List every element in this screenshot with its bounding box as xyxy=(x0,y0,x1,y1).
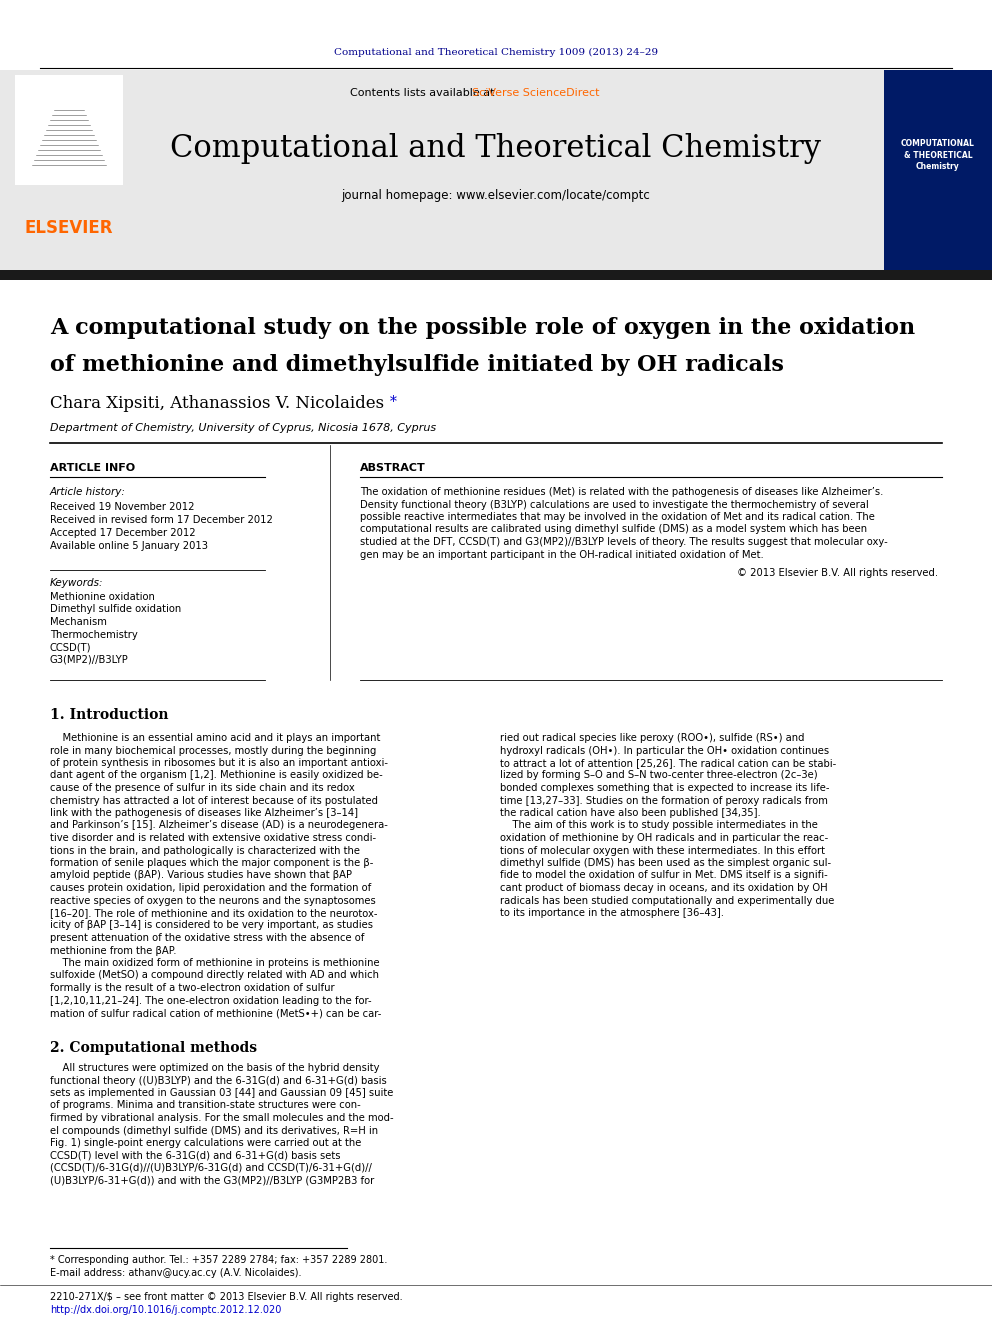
Text: Chara Xipsiti, Athanassios V. Nicolaides: Chara Xipsiti, Athanassios V. Nicolaides xyxy=(50,396,390,413)
Text: the radical cation have also been published [34,35].: the radical cation have also been publis… xyxy=(500,808,761,818)
Text: CCSD(T) level with the 6-31G(d) and 6-31+G(d) basis sets: CCSD(T) level with the 6-31G(d) and 6-31… xyxy=(50,1151,340,1160)
FancyBboxPatch shape xyxy=(15,75,123,185)
Text: of methionine and dimethylsulfide initiated by OH radicals: of methionine and dimethylsulfide initia… xyxy=(50,355,784,376)
Text: Fig. 1) single-point energy calculations were carried out at the: Fig. 1) single-point energy calculations… xyxy=(50,1138,361,1148)
Text: Available online 5 January 2013: Available online 5 January 2013 xyxy=(50,541,208,550)
Text: to attract a lot of attention [25,26]. The radical cation can be stabi-: to attract a lot of attention [25,26]. T… xyxy=(500,758,836,767)
Text: sets as implemented in Gaussian 03 [44] and Gaussian 09 [45] suite: sets as implemented in Gaussian 03 [44] … xyxy=(50,1088,394,1098)
Text: [16–20]. The role of methionine and its oxidation to the neurotox-: [16–20]. The role of methionine and its … xyxy=(50,908,378,918)
FancyBboxPatch shape xyxy=(0,70,992,273)
Text: ABSTRACT: ABSTRACT xyxy=(360,463,426,474)
Text: All structures were optimized on the basis of the hybrid density: All structures were optimized on the bas… xyxy=(50,1062,380,1073)
Text: studied at the DFT, CCSD(T) and G3(MP2)//B3LYP levels of theory. The results sug: studied at the DFT, CCSD(T) and G3(MP2)/… xyxy=(360,537,888,546)
Text: link with the pathogenesis of diseases like Alzheimer’s [3–14]: link with the pathogenesis of diseases l… xyxy=(50,808,358,818)
Text: 1. Introduction: 1. Introduction xyxy=(50,708,169,722)
Text: Keywords:: Keywords: xyxy=(50,578,103,587)
Text: formation of senile plaques which the major component is the β-: formation of senile plaques which the ma… xyxy=(50,859,373,868)
Text: el compounds (dimethyl sulfide (DMS) and its derivatives, R=H in: el compounds (dimethyl sulfide (DMS) and… xyxy=(50,1126,378,1135)
Text: A computational study on the possible role of oxygen in the oxidation: A computational study on the possible ro… xyxy=(50,318,916,339)
Text: Computational and Theoretical Chemistry 1009 (2013) 24–29: Computational and Theoretical Chemistry … xyxy=(334,48,658,57)
Text: formally is the result of a two-electron oxidation of sulfur: formally is the result of a two-electron… xyxy=(50,983,334,994)
Text: SciVerse ScienceDirect: SciVerse ScienceDirect xyxy=(472,89,599,98)
Text: Received in revised form 17 December 2012: Received in revised form 17 December 201… xyxy=(50,515,273,525)
Text: The main oxidized form of methionine in proteins is methionine: The main oxidized form of methionine in … xyxy=(50,958,380,968)
Text: of protein synthesis in ribosomes but it is also an important antioxi-: of protein synthesis in ribosomes but it… xyxy=(50,758,388,767)
Text: firmed by vibrational analysis. For the small molecules and the mod-: firmed by vibrational analysis. For the … xyxy=(50,1113,394,1123)
Text: The oxidation of methionine residues (Met) is related with the pathogenesis of d: The oxidation of methionine residues (Me… xyxy=(360,487,883,497)
Text: CCSD(T): CCSD(T) xyxy=(50,642,91,652)
Text: 2210-271X/$ – see front matter © 2013 Elsevier B.V. All rights reserved.: 2210-271X/$ – see front matter © 2013 El… xyxy=(50,1293,403,1302)
Text: to its importance in the atmosphere [36–43].: to its importance in the atmosphere [36–… xyxy=(500,908,724,918)
Text: functional theory ((U)B3LYP) and the 6-31G(d) and 6-31+G(d) basis: functional theory ((U)B3LYP) and the 6-3… xyxy=(50,1076,387,1085)
Text: [1,2,10,11,21–24]. The one-electron oxidation leading to the for-: [1,2,10,11,21–24]. The one-electron oxid… xyxy=(50,995,372,1005)
Text: ried out radical species like peroxy (ROO•), sulfide (RS•) and: ried out radical species like peroxy (RO… xyxy=(500,733,805,744)
Text: 2. Computational methods: 2. Computational methods xyxy=(50,1041,257,1054)
Text: Accepted 17 December 2012: Accepted 17 December 2012 xyxy=(50,528,195,538)
Text: of programs. Minima and transition-state structures were con-: of programs. Minima and transition-state… xyxy=(50,1101,361,1110)
Text: Methionine is an essential amino acid and it plays an important: Methionine is an essential amino acid an… xyxy=(50,733,380,744)
Text: Density functional theory (B3LYP) calculations are used to investigate the therm: Density functional theory (B3LYP) calcul… xyxy=(360,500,869,509)
Text: sulfoxide (MetSO) a compound directly related with AD and which: sulfoxide (MetSO) a compound directly re… xyxy=(50,971,379,980)
Text: Computational and Theoretical Chemistry: Computational and Theoretical Chemistry xyxy=(171,132,821,164)
Text: gen may be an important participant in the OH-radical initiated oxidation of Met: gen may be an important participant in t… xyxy=(360,549,764,560)
Text: tive disorder and is related with extensive oxidative stress condi-: tive disorder and is related with extens… xyxy=(50,833,376,843)
Text: role in many biochemical processes, mostly during the beginning: role in many biochemical processes, most… xyxy=(50,745,376,755)
Text: dant agent of the organism [1,2]. Methionine is easily oxidized be-: dant agent of the organism [1,2]. Methio… xyxy=(50,770,383,781)
Text: mation of sulfur radical cation of methionine (MetS•+) can be car-: mation of sulfur radical cation of methi… xyxy=(50,1008,381,1017)
Text: (U)B3LYP/6-31+G(d)) and with the G3(MP2)//B3LYP (G3MP2B3 for: (U)B3LYP/6-31+G(d)) and with the G3(MP2)… xyxy=(50,1176,374,1185)
Text: http://dx.doi.org/10.1016/j.comptc.2012.12.020: http://dx.doi.org/10.1016/j.comptc.2012.… xyxy=(50,1304,282,1315)
Text: radicals has been studied computationally and experimentally due: radicals has been studied computationall… xyxy=(500,896,834,905)
Text: reactive species of oxygen to the neurons and the synaptosomes: reactive species of oxygen to the neuron… xyxy=(50,896,376,905)
Text: Received 19 November 2012: Received 19 November 2012 xyxy=(50,501,194,512)
Text: tions of molecular oxygen with these intermediates. In this effort: tions of molecular oxygen with these int… xyxy=(500,845,825,856)
Text: COMPUTATIONAL
& THEORETICAL
Chemistry: COMPUTATIONAL & THEORETICAL Chemistry xyxy=(901,139,975,171)
Text: Thermochemistry: Thermochemistry xyxy=(50,630,138,639)
Text: icity of βAP [3–14] is considered to be very important, as studies: icity of βAP [3–14] is considered to be … xyxy=(50,921,373,930)
Text: Mechanism: Mechanism xyxy=(50,617,107,627)
Text: chemistry has attracted a lot of interest because of its postulated: chemistry has attracted a lot of interes… xyxy=(50,795,378,806)
Text: *: * xyxy=(390,396,397,409)
Text: Article history:: Article history: xyxy=(50,487,126,497)
FancyBboxPatch shape xyxy=(884,70,992,273)
Text: cant product of biomass decay in oceans, and its oxidation by OH: cant product of biomass decay in oceans,… xyxy=(500,882,827,893)
Text: ARTICLE INFO: ARTICLE INFO xyxy=(50,463,135,474)
Text: cause of the presence of sulfur in its side chain and its redox: cause of the presence of sulfur in its s… xyxy=(50,783,355,792)
Text: oxidation of methionine by OH radicals and in particular the reac-: oxidation of methionine by OH radicals a… xyxy=(500,833,828,843)
Text: amyloid peptide (βAP). Various studies have shown that βAP: amyloid peptide (βAP). Various studies h… xyxy=(50,871,352,881)
Text: * Corresponding author. Tel.: +357 2289 2784; fax: +357 2289 2801.: * Corresponding author. Tel.: +357 2289 … xyxy=(50,1256,387,1265)
Text: E-mail address: athanv@ucy.ac.cy (A.V. Nicolaides).: E-mail address: athanv@ucy.ac.cy (A.V. N… xyxy=(50,1267,302,1278)
Text: dimethyl sulfide (DMS) has been used as the simplest organic sul-: dimethyl sulfide (DMS) has been used as … xyxy=(500,859,831,868)
Text: © 2013 Elsevier B.V. All rights reserved.: © 2013 Elsevier B.V. All rights reserved… xyxy=(737,568,938,578)
Text: Dimethyl sulfide oxidation: Dimethyl sulfide oxidation xyxy=(50,605,182,614)
Text: methionine from the βAP.: methionine from the βAP. xyxy=(50,946,177,955)
FancyBboxPatch shape xyxy=(0,270,992,280)
Text: Methionine oxidation: Methionine oxidation xyxy=(50,591,155,602)
Text: causes protein oxidation, lipid peroxidation and the formation of: causes protein oxidation, lipid peroxida… xyxy=(50,882,371,893)
Text: G3(MP2)//B3LYP: G3(MP2)//B3LYP xyxy=(50,655,129,664)
Text: computational results are calibrated using dimethyl sulfide (DMS) as a model sys: computational results are calibrated usi… xyxy=(360,524,867,534)
Text: tions in the brain, and pathologically is characterized with the: tions in the brain, and pathologically i… xyxy=(50,845,360,856)
Text: Contents lists available at: Contents lists available at xyxy=(350,89,498,98)
Text: present attenuation of the oxidative stress with the absence of: present attenuation of the oxidative str… xyxy=(50,933,364,943)
Text: and Parkinson’s [15]. Alzheimer’s disease (AD) is a neurodegenera-: and Parkinson’s [15]. Alzheimer’s diseas… xyxy=(50,820,388,831)
Text: The aim of this work is to study possible intermediates in the: The aim of this work is to study possibl… xyxy=(500,820,817,831)
Text: (CCSD(T)/6-31G(d)//(U)B3LYP/6-31G(d) and CCSD(T)/6-31+G(d)//: (CCSD(T)/6-31G(d)//(U)B3LYP/6-31G(d) and… xyxy=(50,1163,372,1174)
Text: lized by forming S–O and S–N two-center three-electron (2c–3e): lized by forming S–O and S–N two-center … xyxy=(500,770,817,781)
Text: possible reactive intermediates that may be involved in the oxidation of Met and: possible reactive intermediates that may… xyxy=(360,512,875,523)
Text: hydroxyl radicals (OH•). In particular the OH• oxidation continues: hydroxyl radicals (OH•). In particular t… xyxy=(500,745,829,755)
Text: fide to model the oxidation of sulfur in Met. DMS itself is a signifi-: fide to model the oxidation of sulfur in… xyxy=(500,871,827,881)
Text: time [13,27–33]. Studies on the formation of peroxy radicals from: time [13,27–33]. Studies on the formatio… xyxy=(500,795,828,806)
Text: journal homepage: www.elsevier.com/locate/comptc: journal homepage: www.elsevier.com/locat… xyxy=(341,188,651,201)
Text: bonded complexes something that is expected to increase its life-: bonded complexes something that is expec… xyxy=(500,783,829,792)
Text: Department of Chemistry, University of Cyprus, Nicosia 1678, Cyprus: Department of Chemistry, University of C… xyxy=(50,423,436,433)
Text: ELSEVIER: ELSEVIER xyxy=(25,220,113,237)
